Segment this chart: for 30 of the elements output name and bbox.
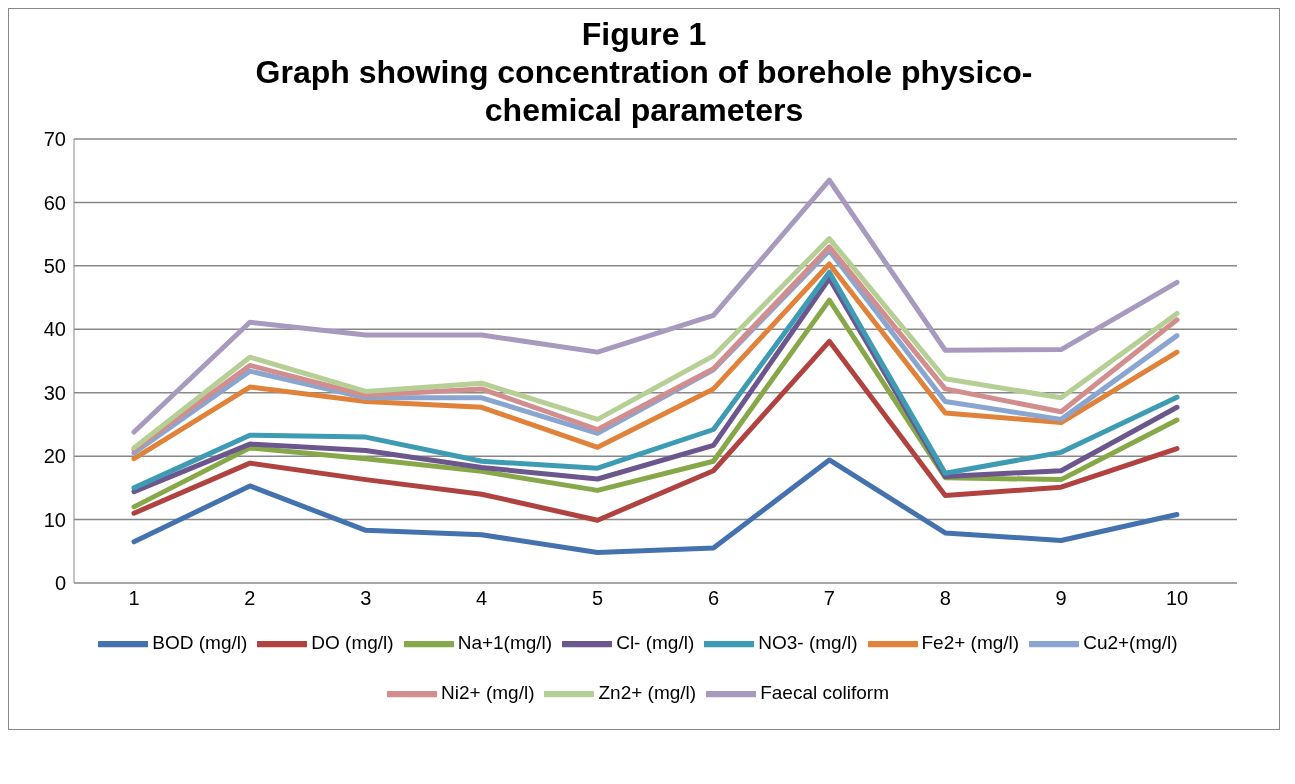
legend-label: Ni2+ (mg/l) <box>441 682 535 704</box>
x-tick-label: 9 <box>1055 587 1067 610</box>
legend-label: Fe2+ (mg/l) <box>921 632 1020 654</box>
y-tick-label: 20 <box>43 445 66 468</box>
y-tick-label: 0 <box>54 572 66 595</box>
legend-label: Zn2+ (mg/l) <box>598 682 697 704</box>
y-tick-label: 60 <box>43 191 66 214</box>
x-tick-label: 3 <box>360 587 372 610</box>
y-tick-label: 40 <box>43 318 66 341</box>
y-tick-label: 10 <box>43 508 66 531</box>
legend-label: Faecal coliform <box>760 682 889 704</box>
legend-label: DO (mg/l) <box>311 632 394 654</box>
legend-label: Cl- (mg/l) <box>616 632 695 654</box>
x-tick-label: 5 <box>591 587 604 610</box>
legend-label: Cu2+(mg/l) <box>1083 632 1178 654</box>
x-tick-label: 1 <box>128 587 140 610</box>
x-tick-label: 7 <box>823 587 835 610</box>
y-tick-label: 50 <box>43 254 66 277</box>
y-tick-label: 70 <box>43 128 66 151</box>
x-tick-label: 6 <box>707 587 720 610</box>
legend-label: BOD (mg/l) <box>152 632 248 654</box>
y-tick-label: 30 <box>43 381 66 404</box>
x-tick-label: 2 <box>244 587 256 610</box>
x-tick-label: 10 <box>1165 587 1189 610</box>
x-tick-label: 8 <box>939 587 951 610</box>
legend-label: NO3- (mg/l) <box>758 632 858 654</box>
x-tick-label: 4 <box>476 587 488 610</box>
legend-label: Na+1(mg/l) <box>457 632 553 654</box>
chart-title: Figure 1 <box>580 15 708 53</box>
chart-subtitle: Graph showing concentration of borehole physico-chemical parameters <box>254 53 1034 129</box>
